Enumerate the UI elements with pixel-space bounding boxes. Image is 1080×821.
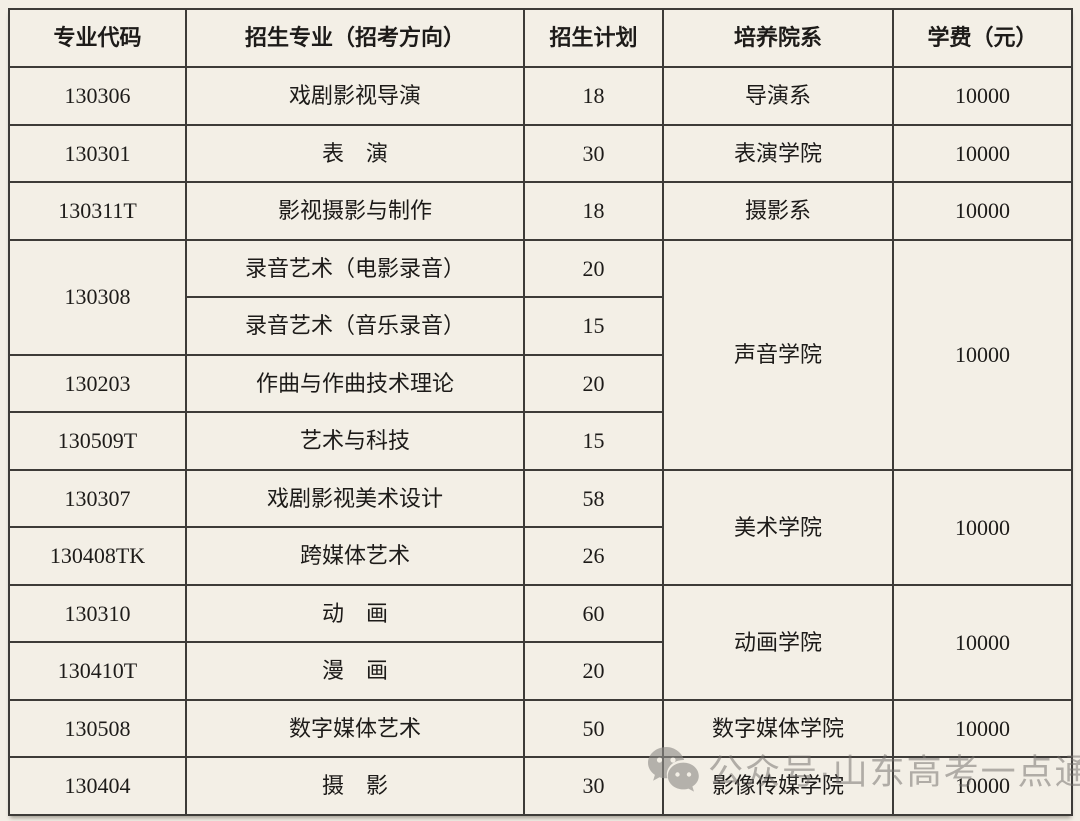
cell-major-name: 戏剧影视导演: [185, 66, 525, 126]
cell-major-name: 漫 画: [185, 641, 525, 701]
table-row: 130311T 影视摄影与制作 18 摄影系 10000: [8, 181, 1073, 241]
cell-major-name: 录音艺术（音乐录音）: [185, 296, 525, 356]
cell-major-name: 作曲与作曲技术理论: [185, 353, 525, 414]
cell-major-code: 130307: [8, 468, 187, 529]
cell-tuition: 10000: [892, 468, 1073, 586]
cell-department: 动画学院: [662, 583, 894, 701]
admissions-plan-table: 专业代码 招生专业（招考方向） 招生计划 培养院系 学费（元） 130306 戏…: [8, 8, 1073, 816]
header-tuition: 学费（元）: [892, 8, 1073, 68]
cell-major-name: 动 画: [185, 583, 525, 644]
cell-major-name: 戏剧影视美术设计: [185, 468, 525, 529]
cell-major-code: 130306: [8, 66, 187, 126]
header-department: 培养院系: [662, 8, 894, 68]
cell-plan: 18: [523, 66, 664, 126]
cell-plan: 20: [523, 238, 664, 299]
table-row: 130310 动 画 60 动画学院 10000: [8, 583, 1073, 701]
cell-tuition: 10000: [892, 66, 1073, 126]
table-header-row: 专业代码 招生专业（招考方向） 招生计划 培养院系 学费（元）: [8, 8, 1073, 68]
table-row: 130301 表 演 30 表演学院 10000: [8, 123, 1073, 184]
cell-major-name: 表 演: [185, 123, 525, 184]
cell-major-code: 130310: [8, 583, 187, 644]
cell-tuition: 10000: [892, 181, 1073, 241]
cell-major-code: 130311T: [8, 181, 187, 241]
cell-major-name: 摄 影: [185, 756, 525, 816]
cell-department: 摄影系: [662, 181, 894, 241]
cell-major-code: 130408TK: [8, 526, 187, 586]
header-major-name: 招生专业（招考方向）: [185, 8, 525, 68]
header-major-code: 专业代码: [8, 8, 187, 68]
cell-major-code: 130203: [8, 353, 187, 414]
cell-major-code: 130404: [8, 756, 187, 816]
cell-plan: 60: [523, 583, 664, 644]
cell-plan: 26: [523, 526, 664, 586]
table-row: 130203 作曲与作曲技术理论 20: [8, 353, 1072, 414]
table-row: 130308 录音艺术（电影录音） 20 声音学院 10000: [8, 238, 1073, 471]
cell-major-code: 130508: [8, 698, 187, 759]
cell-plan: 15: [523, 411, 664, 471]
cell-major-code: 130301: [8, 123, 187, 184]
cell-plan: 20: [523, 641, 664, 701]
cell-plan: 15: [523, 296, 664, 356]
cell-major-name: 艺术与科技: [185, 411, 525, 471]
table-row: 130404 摄 影 30 影像传媒学院 10000: [8, 756, 1073, 816]
cell-plan: 20: [523, 353, 664, 414]
cell-plan: 30: [523, 756, 664, 816]
table-row: 130408TK 跨媒体艺术 26: [8, 526, 1072, 586]
cell-major-code: 130308: [8, 238, 187, 356]
cell-plan: 58: [523, 468, 664, 529]
table-row: 录音艺术（音乐录音） 15: [9, 296, 1072, 356]
cell-plan: 50: [523, 698, 664, 759]
cell-plan: 30: [523, 123, 664, 184]
table-row: 130306 戏剧影视导演 18 导演系 10000: [8, 66, 1073, 126]
cell-plan: 18: [523, 181, 664, 241]
cell-tuition: 10000: [892, 756, 1073, 816]
cell-tuition: 10000: [892, 123, 1073, 184]
cell-major-name: 影视摄影与制作: [185, 181, 525, 241]
table-row: 130509T 艺术与科技 15: [8, 411, 1072, 471]
cell-department: 数字媒体学院: [662, 698, 894, 759]
cell-department: 美术学院: [662, 468, 894, 586]
cell-department: 影像传媒学院: [662, 756, 894, 816]
cell-major-code: 130509T: [8, 411, 187, 471]
cell-major-name: 跨媒体艺术: [185, 526, 525, 586]
cell-tuition: 10000: [892, 238, 1073, 471]
cell-tuition: 10000: [892, 698, 1073, 759]
cell-major-name: 数字媒体艺术: [185, 698, 525, 759]
cell-tuition: 10000: [892, 583, 1073, 701]
cell-major-name: 录音艺术（电影录音）: [185, 238, 525, 299]
table-row: 130410T 漫 画 20: [8, 641, 1072, 701]
table-row: 130307 戏剧影视美术设计 58 美术学院 10000: [8, 468, 1073, 586]
table-row: 130508 数字媒体艺术 50 数字媒体学院 10000: [8, 698, 1073, 759]
cell-department: 声音学院: [662, 238, 894, 471]
cell-major-code: 130410T: [8, 641, 187, 701]
header-plan: 招生计划: [523, 8, 664, 68]
cell-department: 导演系: [662, 66, 894, 126]
cell-department: 表演学院: [662, 123, 894, 184]
